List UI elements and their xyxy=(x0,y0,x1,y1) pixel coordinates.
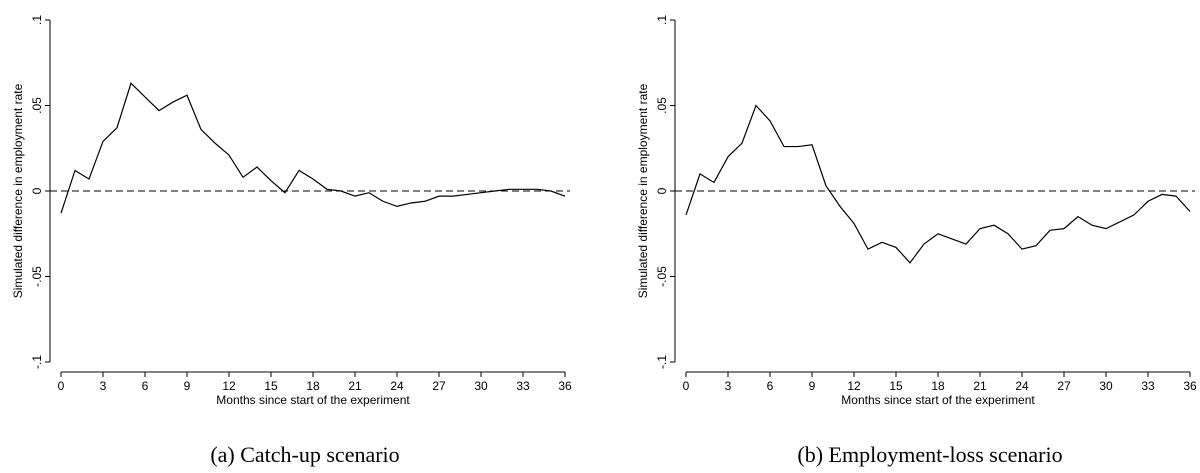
x-tick-label: 12 xyxy=(847,379,861,393)
x-tick-label: 24 xyxy=(1015,379,1029,393)
x-tick-label: 18 xyxy=(931,379,945,393)
caption: (b) Employment-loss scenario xyxy=(797,442,1062,467)
x-tick-label: 36 xyxy=(1183,379,1197,393)
chart-panel: -.1-.050.05.10 3 6 9 12 15 18 21 24 27 30 33 36Month… xyxy=(11,15,572,467)
y-tick-label: 0 xyxy=(655,187,669,194)
x-tick-label: 24 xyxy=(390,379,404,393)
x-tick-label: 27 xyxy=(1057,379,1071,393)
y-axis-label: Simulated difference in employment rate xyxy=(11,83,25,298)
y-tick-label: -.05 xyxy=(30,266,44,287)
x-tick-label: 21 xyxy=(348,379,362,393)
x-tick-label: 33 xyxy=(1141,379,1155,393)
y-axis-label: Simulated difference in employment rate xyxy=(636,83,650,298)
x-tick-label: 30 xyxy=(1099,379,1113,393)
caption: (a) Catch-up scenario xyxy=(210,442,399,467)
x-tick-label: 6 xyxy=(142,379,149,393)
x-tick-label: 27 xyxy=(432,379,446,393)
data-line xyxy=(685,104,1191,264)
y-tick-label: 0 xyxy=(30,187,44,194)
x-tick-label: 12 xyxy=(222,379,236,393)
x-tick-label: 36 xyxy=(558,379,572,393)
y-tick-label: .05 xyxy=(30,97,44,114)
chart-panel: -.1-.050.05.10 3 6 9 12 15 18 21 24 27 30 33 36Month… xyxy=(636,15,1197,467)
y-tick-label: -.1 xyxy=(30,355,44,369)
y-tick-label: .1 xyxy=(655,15,669,25)
x-tick-label: 30 xyxy=(474,379,488,393)
x-tick-label: 3 xyxy=(100,379,107,393)
x-tick-label: 15 xyxy=(889,379,903,393)
x-tick-label: 0 xyxy=(58,379,65,393)
x-tick-label: 33 xyxy=(516,379,530,393)
y-tick-label: -.05 xyxy=(655,266,669,287)
x-tick-label: 0 xyxy=(683,379,690,393)
y-tick-label: -.1 xyxy=(655,355,669,369)
x-tick-label: 9 xyxy=(184,379,191,393)
data-line xyxy=(60,82,566,214)
x-tick-label: 6 xyxy=(767,379,774,393)
y-tick-label: .1 xyxy=(30,15,44,25)
x-tick-label: 9 xyxy=(809,379,816,393)
y-tick-label: .05 xyxy=(655,97,669,114)
x-tick-label: 15 xyxy=(264,379,278,393)
x-axis-label: Months since start of the experiment xyxy=(216,393,410,407)
x-tick-label: 21 xyxy=(973,379,987,393)
x-tick-label: 18 xyxy=(306,379,320,393)
x-tick-label: 3 xyxy=(725,379,732,393)
x-axis-label: Months since start of the experiment xyxy=(841,393,1035,407)
